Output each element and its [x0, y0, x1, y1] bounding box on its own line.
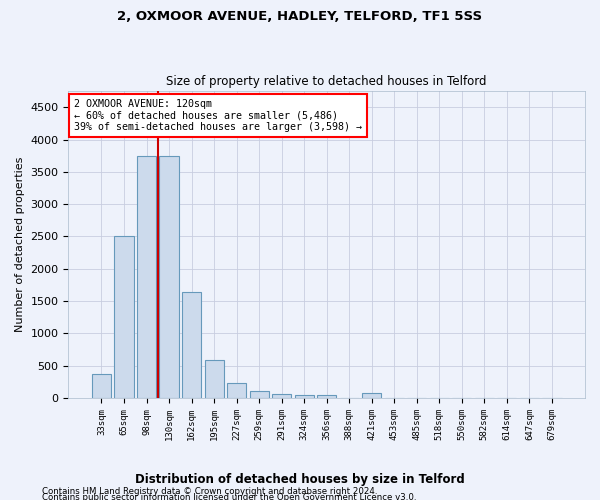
Y-axis label: Number of detached properties: Number of detached properties [15, 157, 25, 332]
Title: Size of property relative to detached houses in Telford: Size of property relative to detached ho… [166, 76, 487, 88]
Text: Contains public sector information licensed under the Open Government Licence v3: Contains public sector information licen… [42, 494, 416, 500]
Bar [272, 394, 291, 398]
Bar [160, 156, 179, 398]
Text: Distribution of detached houses by size in Telford: Distribution of detached houses by size … [135, 472, 465, 486]
Bar [137, 156, 156, 398]
Bar [295, 395, 314, 398]
Bar [250, 391, 269, 398]
Bar [115, 236, 134, 398]
Text: Contains HM Land Registry data © Crown copyright and database right 2024.: Contains HM Land Registry data © Crown c… [42, 488, 377, 496]
Text: 2 OXMOOR AVENUE: 120sqm
← 60% of detached houses are smaller (5,486)
39% of semi: 2 OXMOOR AVENUE: 120sqm ← 60% of detache… [74, 98, 362, 132]
Text: 2, OXMOOR AVENUE, HADLEY, TELFORD, TF1 5SS: 2, OXMOOR AVENUE, HADLEY, TELFORD, TF1 5… [118, 10, 482, 23]
Bar [182, 292, 201, 398]
Bar [92, 374, 111, 398]
Bar [362, 393, 382, 398]
Bar [317, 395, 336, 398]
Bar [205, 360, 224, 398]
Bar [227, 384, 246, 398]
